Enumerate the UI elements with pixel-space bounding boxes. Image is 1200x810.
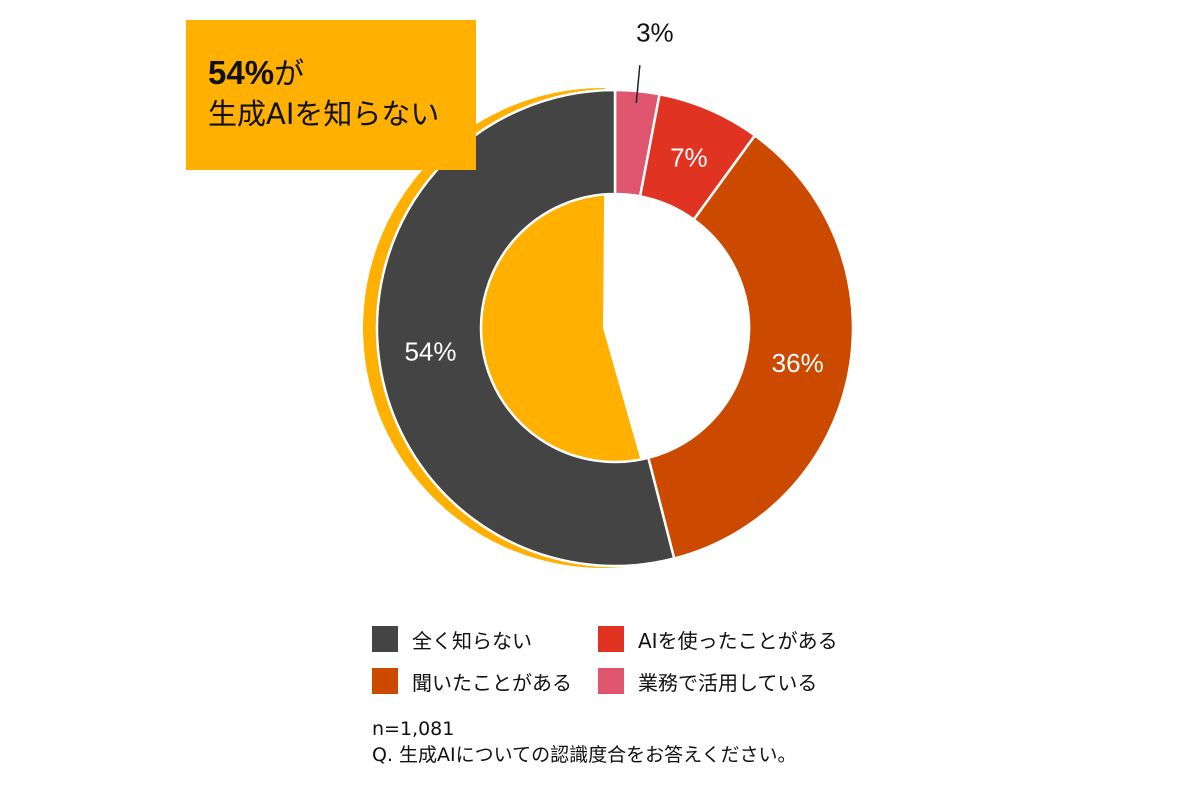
chart-legend: 全く知らない AIを使ったことがある 聞いたことがある 業務で活用している [372,620,892,710]
legend-label: 全く知らない [412,628,532,653]
callout-line-2: 生成AIを知らない [208,97,440,131]
data-label: 54% [404,336,456,366]
donut-chart: 3% 7% 36% 54% [363,17,855,568]
legend-swatch [372,668,398,694]
legend-item: AIを使ったことがある [598,624,838,654]
legend-label: 業務で活用している [638,670,818,695]
donut-slice [646,133,855,561]
data-label: 36% [772,348,824,378]
sample-size: n=1,081 [372,718,455,740]
headline-callout: 54%が 生成AIを知らない [186,20,476,170]
callout-suffix: が [274,57,305,92]
data-label: 3% [636,17,674,47]
legend-swatch [598,626,624,652]
legend-item: 全く知らない [372,624,532,654]
donut-slices [375,88,855,568]
survey-question: Q. 生成AIについての認識度合をお答えください。 [372,744,797,766]
callout-line-1: 54%が [208,54,476,94]
legend-label: 聞いたことがある [412,670,572,695]
donut-slice [375,88,676,568]
legend-swatch [372,626,398,652]
legend-item: 聞いたことがある [372,666,572,696]
legend-item: 業務で活用している [598,666,817,696]
data-label: 7% [670,142,708,172]
callout-value: 54% [208,54,275,91]
leader-line [635,65,641,104]
legend-swatch [598,668,624,694]
chart-footer: n=1,081 Q. 生成AIについての認識度合をお答えください。 [372,716,1072,768]
donut-data-labels: 3% 7% 36% 54% [404,17,823,378]
legend-label: AIを使ったことがある [638,628,838,653]
